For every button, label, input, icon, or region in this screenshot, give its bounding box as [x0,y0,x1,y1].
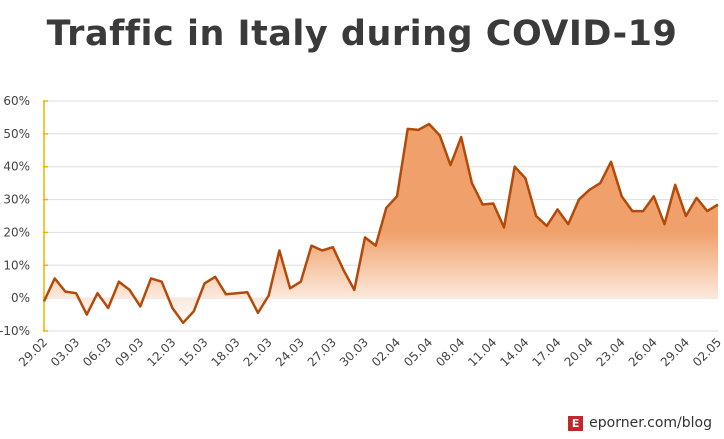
y-tick-label: -10% [0,324,30,338]
x-tick-label: 08.04 [433,335,467,369]
x-tick-label: 14.04 [497,335,531,369]
eporner-logo-icon: E [568,415,584,431]
footer-link[interactable]: eporner.com/blog [589,415,712,431]
x-tick-label: 17.04 [529,335,563,369]
x-tick-label: 27.03 [305,335,339,369]
x-tick-label: 23.04 [594,335,628,369]
y-tick-label: 0% [11,291,30,305]
x-tick-label: 29.02 [16,335,50,369]
x-tick-label: 21.03 [241,335,275,369]
x-tick-label: 02.05 [690,335,724,369]
y-tick-label: 50% [3,127,30,141]
y-tick-label: 30% [3,193,30,207]
y-tick-label: 40% [3,160,30,174]
x-tick-label: 05.04 [401,335,435,369]
x-tick-label: 09.03 [112,335,146,369]
y-tick-label: 20% [3,225,30,239]
x-tick-label: 03.03 [48,335,82,369]
x-tick-label: 06.03 [80,335,114,369]
series-line [42,122,719,325]
x-tick-label: 12.03 [144,335,178,369]
x-tick-label: 30.03 [337,335,371,369]
chart-title: Traffic in Italy during COVID-19 [46,14,678,54]
x-tick-label: 29.04 [658,335,692,369]
x-tick-label: 15.03 [176,335,210,369]
x-tick-label: 20.04 [562,335,596,369]
y-tick-label: 10% [3,258,30,272]
x-tick-label: 11.04 [465,335,499,369]
y-tick-label: 60% [3,94,30,108]
x-tick-label: 26.04 [626,335,660,369]
x-tick-label: 02.04 [369,335,403,369]
x-tick-label: 18.03 [208,335,242,369]
area-fill [44,124,718,323]
x-tick-label: 24.03 [273,335,307,369]
footer: E eporner.com/blog [568,415,712,431]
